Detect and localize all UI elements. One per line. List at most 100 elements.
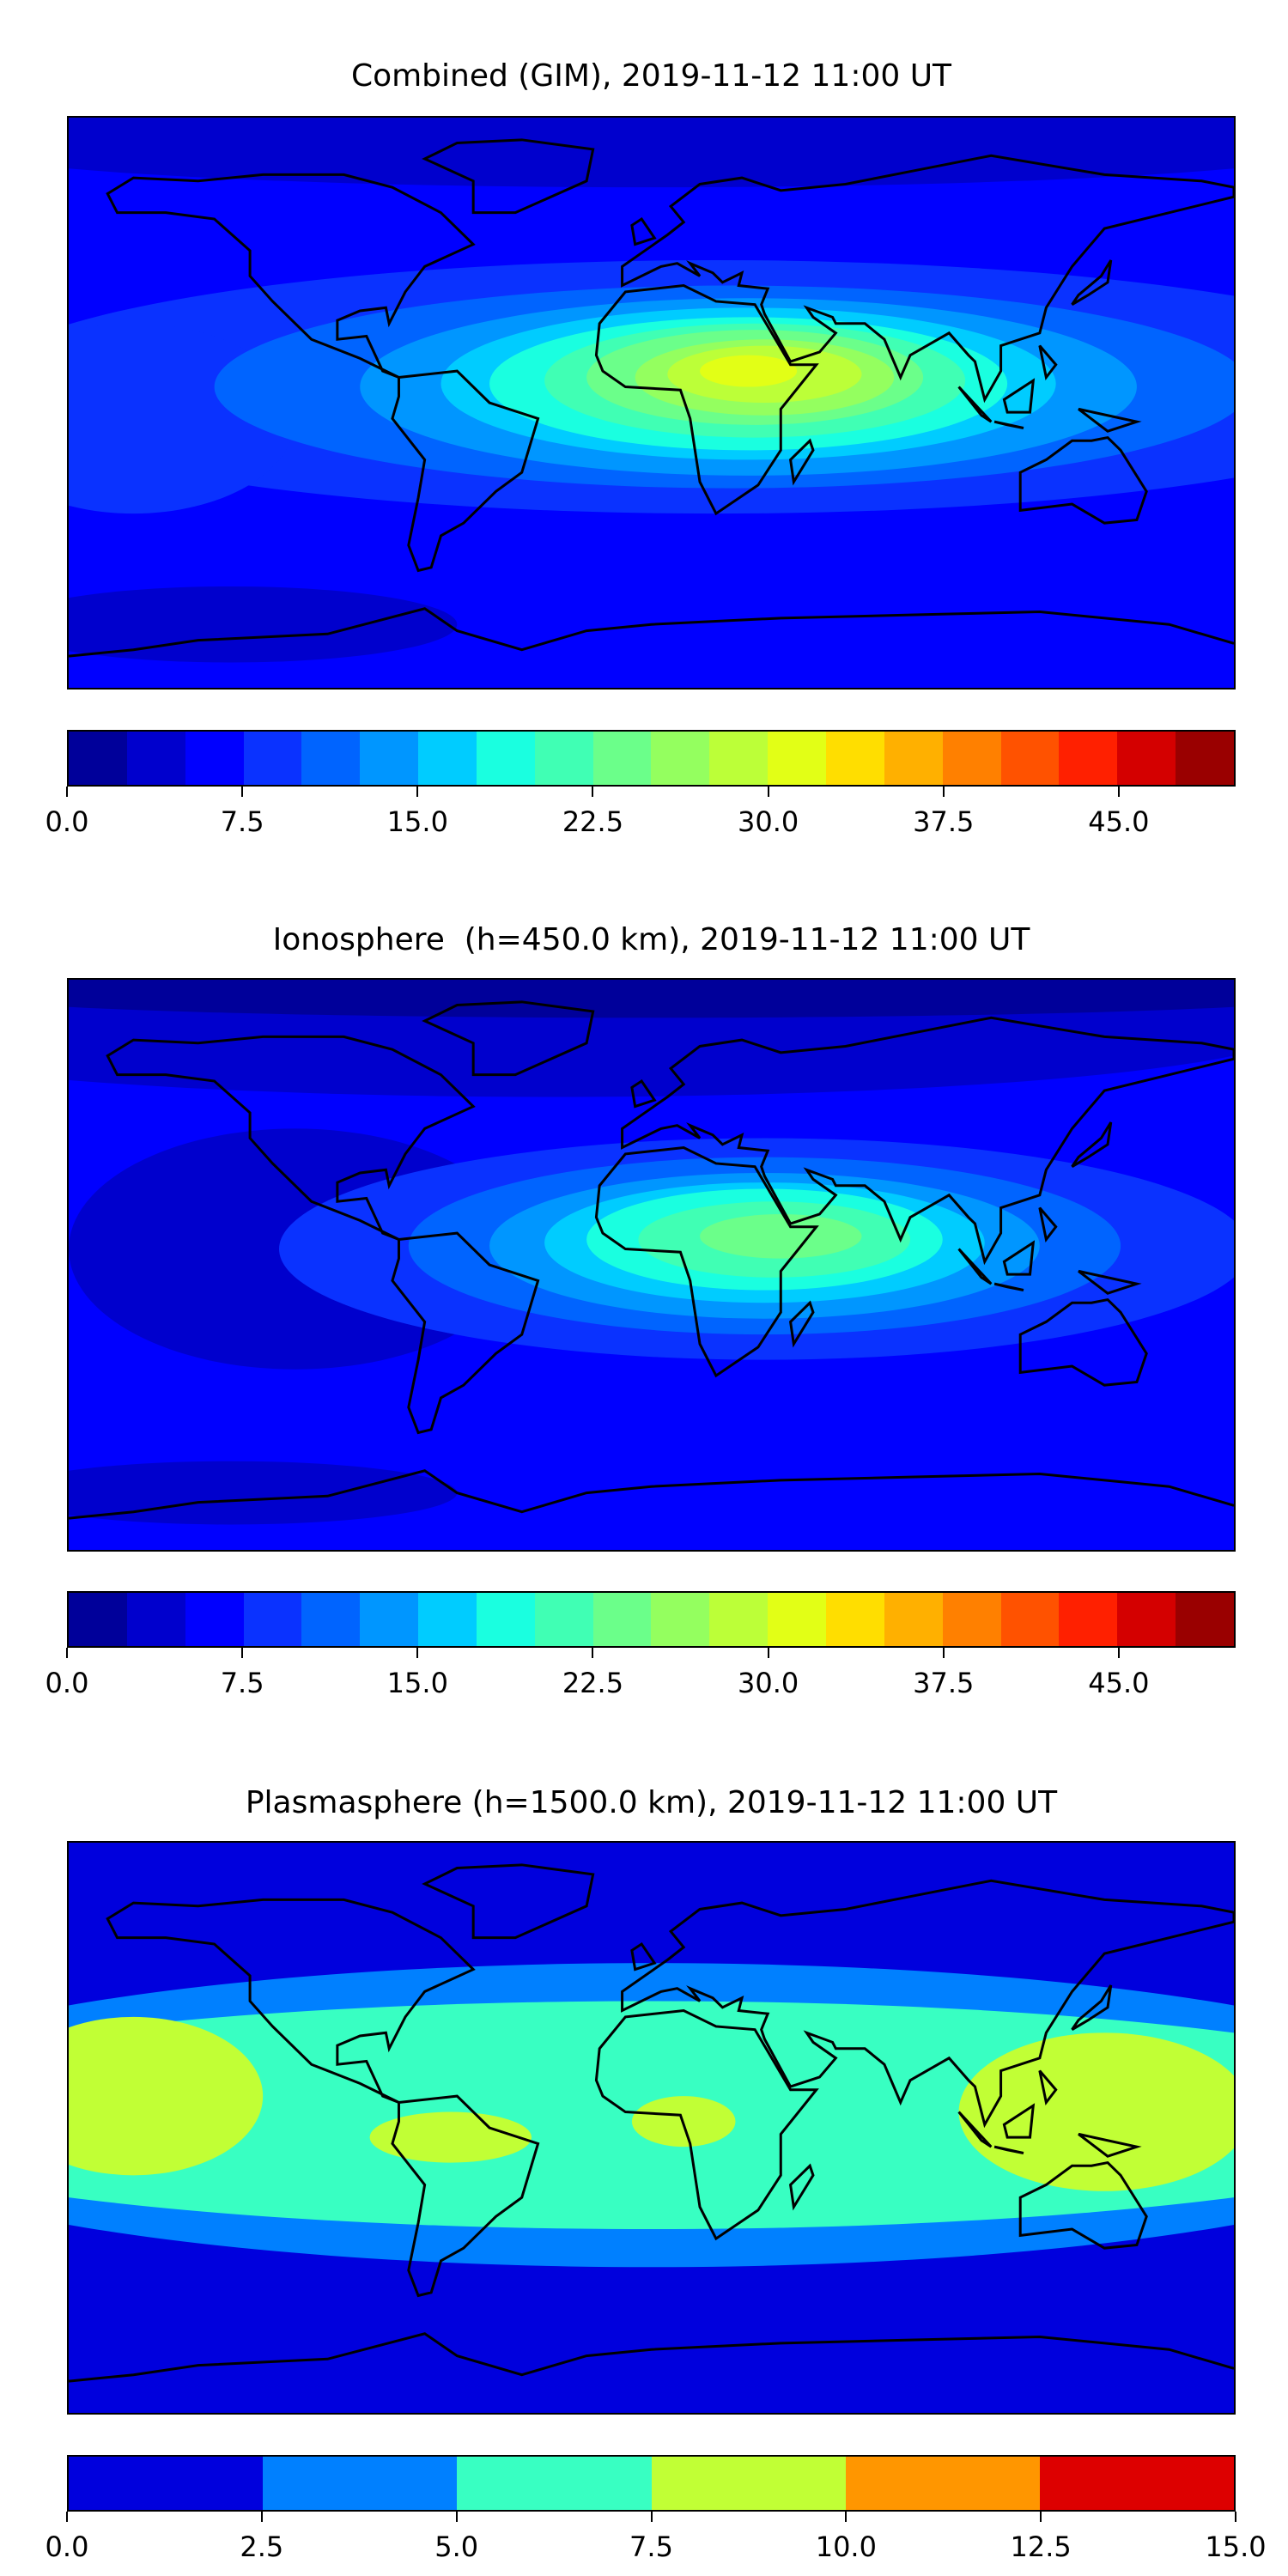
coastline — [425, 1865, 593, 1938]
colorbar-segment — [942, 1593, 1001, 1646]
colorbar-segment — [942, 732, 1001, 785]
colorbar-segment — [709, 1593, 769, 1646]
colorbar-segment — [457, 2457, 652, 2510]
colorbar-tick — [66, 787, 68, 797]
colorbar-segment — [69, 732, 127, 785]
contour-region — [700, 1213, 862, 1259]
contour-region — [369, 2111, 532, 2163]
plasmasphere-colorbar — [67, 2455, 1236, 2512]
colorbar-segment — [1059, 732, 1118, 785]
contour-region — [69, 1461, 458, 1525]
colorbar-tick — [416, 787, 419, 797]
colorbar-segment — [768, 732, 826, 785]
colorbar-segment — [360, 732, 419, 785]
colorbar-tick — [592, 787, 594, 797]
coastline — [392, 2096, 538, 2295]
colorbar-segment — [476, 732, 535, 785]
combined-colorbar — [67, 730, 1236, 787]
colorbar-segment — [243, 1593, 302, 1646]
colorbar-segment — [845, 2457, 1040, 2510]
coastline — [994, 1284, 1024, 1290]
coastline — [623, 1880, 1234, 2124]
colorbar-tick — [66, 1648, 68, 1658]
combined-title: Combined (GIM), 2019-11-12 11:00 UT — [350, 58, 952, 94]
coastline — [1072, 260, 1111, 305]
coastline — [107, 174, 473, 377]
colorbar-tick — [241, 787, 244, 797]
colorbar-tick — [942, 1648, 945, 1658]
coastline — [1004, 2105, 1033, 2137]
coastline — [107, 1899, 473, 2102]
colorbar-tick-label: 5.0 — [434, 2530, 479, 2563]
colorbar-segment — [1117, 1593, 1176, 1646]
contour-region — [700, 355, 798, 387]
plasmasphere-contour-plot — [69, 1843, 1234, 2413]
coastline — [1020, 438, 1146, 524]
colorbar-tick-label: 0.0 — [45, 2530, 89, 2563]
colorbar-tick-label: 30.0 — [737, 805, 799, 838]
colorbar-tick — [1117, 787, 1120, 797]
colorbar-segment — [534, 732, 593, 785]
combined-map — [67, 116, 1236, 690]
colorbar-segment — [126, 732, 185, 785]
contour-region — [69, 2016, 264, 2176]
colorbar-segment — [1039, 2457, 1235, 2510]
colorbar-tick — [455, 2512, 458, 2522]
colorbar-segment — [126, 1593, 185, 1646]
coastline — [1004, 380, 1033, 412]
colorbar-tick — [650, 2512, 653, 2522]
coastline — [1004, 1242, 1033, 1274]
colorbar-segment — [185, 732, 244, 785]
coastline — [425, 1002, 593, 1075]
coastline — [1078, 1271, 1137, 1293]
colorbar-segment — [825, 732, 884, 785]
coastline — [994, 422, 1024, 428]
coastline — [959, 387, 992, 422]
colorbar-tick-label: 12.5 — [1010, 2530, 1072, 2563]
colorbar-tick-label: 0.0 — [45, 805, 89, 838]
colorbar-tick-label: 45.0 — [1088, 1667, 1150, 1699]
coastline — [632, 1944, 654, 1970]
colorbar-segment — [1000, 732, 1060, 785]
colorbar-segment — [768, 1593, 826, 1646]
colorbar-tick — [260, 2512, 263, 2522]
coastline — [1072, 1985, 1111, 2030]
colorbar-segment — [592, 732, 652, 785]
colorbar-tick-label: 7.5 — [220, 805, 264, 838]
coastline — [1020, 1300, 1146, 1386]
ionosphere-title: Ionosphere (h=450.0 km), 2019-11-12 11:0… — [272, 922, 1030, 957]
ionosphere-colorbar — [67, 1591, 1236, 1648]
colorbar-tick-label: 22.5 — [562, 805, 624, 838]
coastline — [1072, 1122, 1111, 1167]
colorbar-segment — [1176, 1593, 1234, 1646]
colorbar-segment — [1000, 1593, 1060, 1646]
coastline — [791, 2166, 813, 2207]
coastline — [596, 1148, 816, 1376]
colorbar-segment — [884, 1593, 943, 1646]
colorbar-tick-label: 15.0 — [1205, 2530, 1267, 2563]
colorbar-segment — [263, 2457, 458, 2510]
plasmasphere-map — [67, 1841, 1236, 2415]
coastline — [1078, 2134, 1137, 2156]
colorbar-tick-label: 0.0 — [45, 1667, 89, 1699]
colorbar-segment — [709, 732, 769, 785]
contour-region — [69, 980, 1234, 1018]
coastline — [1020, 2163, 1146, 2249]
coastline — [632, 1081, 654, 1107]
colorbar-tick-label: 15.0 — [386, 1667, 448, 1699]
colorbar-tick — [66, 2512, 68, 2522]
colorbar-segment — [1176, 732, 1234, 785]
colorbar-segment — [301, 1593, 361, 1646]
coastline — [959, 1249, 992, 1285]
colorbar-segment — [884, 732, 943, 785]
coastline — [392, 371, 538, 570]
colorbar-segment — [534, 1593, 593, 1646]
colorbar-tick-label: 45.0 — [1088, 805, 1150, 838]
antarctica-coastline — [69, 1471, 1234, 1518]
colorbar-tick — [416, 1648, 419, 1658]
colorbar-tick-label: 37.5 — [913, 805, 975, 838]
colorbar-tick — [241, 1648, 244, 1658]
coastline — [959, 2112, 992, 2148]
colorbar-segment — [69, 1593, 127, 1646]
colorbar-tick-label: 22.5 — [562, 1667, 624, 1699]
